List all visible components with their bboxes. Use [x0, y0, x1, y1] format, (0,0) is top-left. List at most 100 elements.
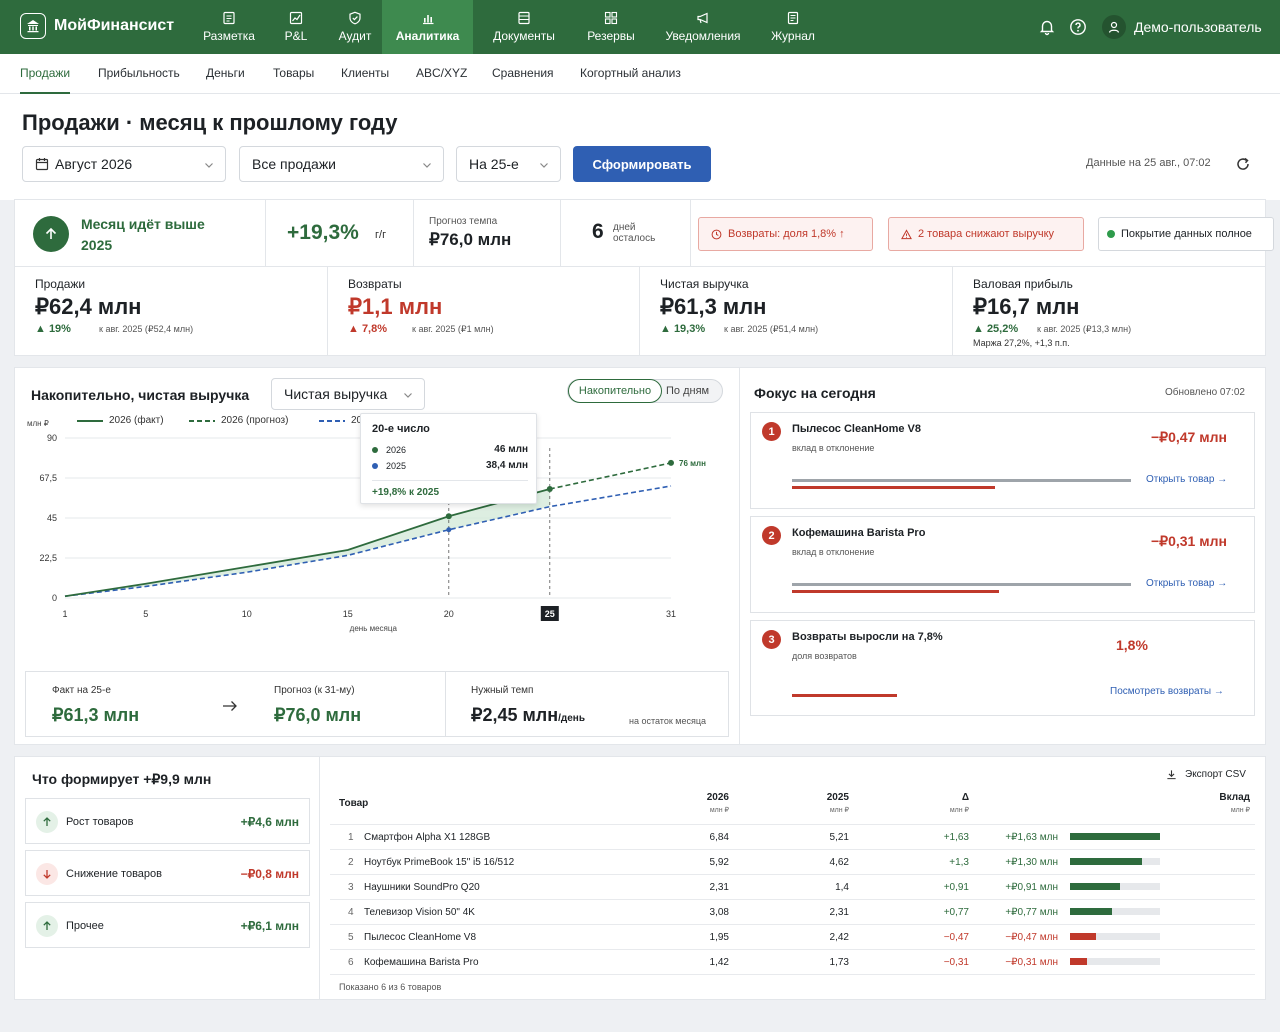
nav-journal[interactable]: Журнал: [764, 0, 822, 54]
user-menu[interactable]: Демо-пользователь: [1102, 15, 1262, 39]
legend-fact: 2026 (факт): [77, 415, 164, 426]
col-2026[interactable]: 2026 млн ₽: [695, 792, 729, 814]
export-label: Экспорт CSV: [1185, 769, 1246, 780]
summary-strip: Месяц идёт выше 2025 +19,3% г/г Прогноз …: [14, 199, 1274, 267]
x-tick-label: 5: [143, 609, 148, 619]
nav-audit[interactable]: Аудит: [330, 0, 380, 54]
value-delta: +0,77: [943, 907, 969, 918]
nav-markup[interactable]: Разметка: [196, 0, 262, 54]
deviation-bar: [792, 590, 999, 593]
kpi-sales[interactable]: Продажи ₽62,4 млн ▲ 19% к авг. 2025 (₽52…: [15, 267, 328, 355]
kpi-prev: к авг. 2025 (₽1 млн): [412, 324, 494, 334]
legend-swatch: [319, 419, 345, 422]
gap-area: [65, 489, 550, 597]
product-name: Смартфон Alpha X1 128GB: [364, 832, 491, 843]
chevron-down-icon: [423, 163, 431, 168]
driver-growth[interactable]: Рост товаров +₽4,6 млн: [25, 798, 310, 844]
col-product[interactable]: Товар: [339, 798, 369, 809]
bell-icon[interactable]: [1038, 18, 1056, 36]
chevron-down-icon: [205, 163, 213, 168]
kpi-label: Чистая выручка: [660, 277, 749, 291]
metric-select[interactable]: Чистая выручка: [271, 378, 425, 410]
refresh-icon[interactable]: [1235, 156, 1251, 177]
nav-notifications[interactable]: Уведомления: [660, 0, 746, 54]
pill-text: Возвраты: доля 1,8% ↑: [728, 228, 845, 240]
help-icon[interactable]: [1069, 18, 1087, 36]
divider: [690, 200, 691, 266]
view-returns-link[interactable]: Посмотреть возвраты →: [1110, 686, 1224, 697]
table-bottom-rule: [330, 974, 1255, 975]
driver-value: +₽4,6 млн: [240, 815, 299, 829]
contribution-bar: [1070, 858, 1142, 865]
item-title: Пылесос CleanHome V8: [792, 423, 922, 435]
kpi-gross-profit[interactable]: Валовая прибыль ₽16,7 млн ▲ 25,2% к авг.…: [953, 267, 1265, 355]
table-row[interactable]: 5 Пылесос CleanHome V8 1,95 2,42 −0,47 −₽0,47…: [330, 924, 1255, 949]
driver-other[interactable]: Прочее +₽6,1 млн: [25, 902, 310, 948]
tab-clients[interactable]: Клиенты: [341, 66, 390, 80]
needed-pace-label: Нужный темп: [471, 685, 534, 696]
bank-icon[interactable]: [20, 13, 46, 39]
open-product-link[interactable]: Открыть товар →: [1146, 474, 1227, 485]
contribution-bar-track: [1070, 883, 1160, 890]
item-title: Кофемашина Barista Pro: [792, 527, 926, 539]
value-2026: 1,95: [709, 932, 729, 943]
open-product-link[interactable]: Открыть товар →: [1146, 578, 1227, 589]
days-left-label: дней осталось: [613, 222, 655, 244]
table-row[interactable]: 6 Кофемашина Barista Pro 1,42 1,73 −0,31 −₽0,…: [330, 949, 1255, 974]
nav-analytics[interactable]: Аналитика: [382, 0, 473, 54]
table-footer: Показано 6 из 6 товаров: [339, 982, 442, 992]
arrow-right-icon: →: [1213, 686, 1224, 697]
metric-value: Чистая выручка: [284, 386, 388, 402]
tab-money[interactable]: Деньги: [206, 66, 245, 80]
kpi-returns[interactable]: Возвраты ₽1,1 млн ▲ 7,8% к авг. 2025 (₽1…: [328, 267, 640, 355]
coverage-pill[interactable]: Покрытие данных полное: [1098, 217, 1274, 251]
returns-alert-pill[interactable]: Возвраты: доля 1,8% ↑: [698, 217, 873, 251]
kpi-delta: ▲ 19,3%: [660, 323, 706, 335]
tab-cohort[interactable]: Когортный анализ: [580, 66, 681, 80]
contribution-bar-track: [1070, 833, 1160, 840]
scope-select[interactable]: Все продажи: [239, 146, 444, 182]
col-2025[interactable]: 2025 млн ₽: [815, 792, 849, 814]
end-value-label: 76 млн: [679, 459, 706, 468]
nav-pnl[interactable]: P&L: [276, 0, 316, 54]
period-select[interactable]: Август 2026: [22, 146, 226, 182]
generate-button[interactable]: Сформировать: [573, 146, 711, 182]
cutoff-select[interactable]: На 25-е: [456, 146, 561, 182]
focus-item-1[interactable]: 1 Пылесос CleanHome V8 вклад в отклонени…: [750, 412, 1255, 509]
toggle-cumulative[interactable]: Накопительно: [568, 379, 662, 403]
table-row[interactable]: 3 Наушники SoundPro Q20 2,31 1,4 +0,91 +₽0,91…: [330, 874, 1255, 899]
tab-abc-xyz[interactable]: ABC/XYZ: [416, 66, 468, 80]
toggle-daily[interactable]: По дням: [666, 385, 710, 397]
table-row[interactable]: 4 Телевизор Vision 50" 4K 3,08 2,31 +0,77 +₽0…: [330, 899, 1255, 924]
product-name: Пылесос CleanHome V8: [364, 932, 477, 943]
tab-products[interactable]: Товары: [273, 66, 315, 80]
nav-reserves[interactable]: Резервы: [580, 0, 642, 54]
pill-text: 2 товара снижают выручку: [918, 228, 1055, 240]
focus-item-2[interactable]: 2 Кофемашина Barista Pro вклад в отклоне…: [750, 516, 1255, 613]
export-csv-button[interactable]: Экспорт CSV: [1166, 769, 1246, 780]
kpi-strip: Продажи ₽62,4 млн ▲ 19% к авг. 2025 (₽52…: [14, 266, 1266, 356]
tooltip-label: 2025: [386, 460, 407, 471]
brand-name[interactable]: МойФинансист: [54, 17, 175, 34]
focus-item-3[interactable]: 3 Возвраты выросли на 7,8% доля возврато…: [750, 620, 1255, 716]
forecast-summary: Факт на 25-е ₽61,3 млн Прогноз (к 31-му)…: [25, 671, 729, 737]
table-row[interactable]: 1 Смартфон Alpha X1 128GB 6,84 5,21 +1,63 +₽1…: [330, 824, 1255, 849]
products-alert-pill[interactable]: 2 товара снижают выручку: [888, 217, 1084, 251]
nav-documents[interactable]: Документы: [486, 0, 562, 54]
tooltip-title: 20-е число: [372, 423, 430, 435]
arrow-down-icon: [36, 863, 58, 885]
col-contribution[interactable]: Вклад млн ₽: [1200, 792, 1250, 814]
contribution-value: +₽0,77 млн: [1005, 907, 1058, 918]
contribution-bar: [1070, 933, 1097, 940]
tab-sales[interactable]: Продажи: [20, 66, 71, 94]
tab-profitability[interactable]: Прибыльность: [98, 66, 180, 80]
driver-decline[interactable]: Снижение товаров −₽0,8 млн: [25, 850, 310, 896]
view-toggle: Накопительно По дням: [567, 379, 723, 403]
tab-comparisons[interactable]: Сравнения: [492, 66, 554, 80]
kpi-net-revenue[interactable]: Чистая выручка ₽61,3 млн ▲ 19,3% к авг. …: [640, 267, 953, 355]
col-unit: млн ₽: [1230, 807, 1250, 814]
table-row[interactable]: 2 Ноутбук PrimeBook 15" i5 16/512 5,92 4,62…: [330, 849, 1255, 874]
driver-label: Прочее: [66, 920, 104, 932]
contribution-bar: [1070, 908, 1113, 915]
